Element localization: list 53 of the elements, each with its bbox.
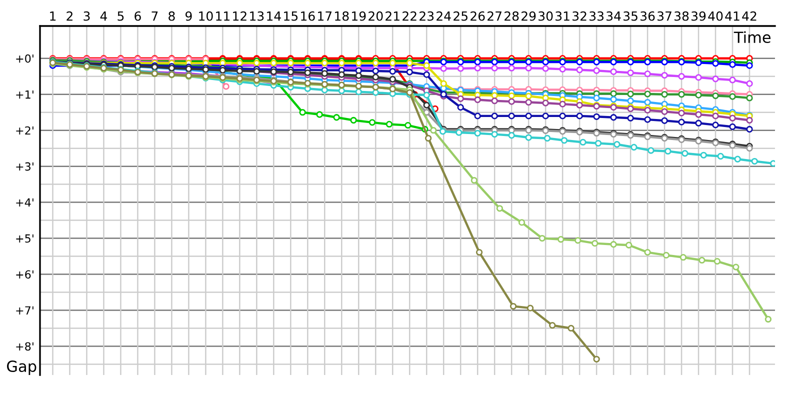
x-tick-label: 12 bbox=[233, 11, 246, 21]
x-tick-label: 18 bbox=[335, 11, 349, 21]
x-tick-label: 16 bbox=[301, 11, 315, 21]
x-tick-label: 36 bbox=[640, 11, 655, 21]
x-tick-label: 41 bbox=[725, 12, 740, 21]
x-tick-label: 14 bbox=[267, 12, 281, 21]
x-tick-label: 7 bbox=[152, 12, 158, 21]
x-tick-label: 33 bbox=[590, 11, 604, 21]
x-tick-label: 17 bbox=[318, 12, 332, 21]
x-tick-label: 8 bbox=[168, 11, 175, 21]
x-tick-label: 35 bbox=[624, 11, 638, 21]
x-tick-label: 13 bbox=[250, 11, 264, 21]
x-tick-label: 27 bbox=[488, 11, 502, 21]
x-tick-label: 40 bbox=[708, 11, 723, 21]
x-tick-label: 28 bbox=[504, 11, 519, 21]
x-tick-label: 24 bbox=[436, 11, 451, 21]
y-axis-title: Gap bbox=[7, 360, 36, 375]
y-tick-label: +1' bbox=[16, 90, 34, 99]
y-tick-label: +4' bbox=[16, 198, 34, 207]
x-tick-label: 38 bbox=[674, 11, 689, 21]
x-tick-label: 39 bbox=[692, 11, 706, 21]
y-tick-label: +8' bbox=[16, 342, 34, 351]
x-tick-label: 5 bbox=[118, 12, 124, 21]
y-tick-label: +3' bbox=[16, 162, 34, 171]
x-tick-label: 37 bbox=[658, 11, 672, 21]
x-tick-label: 1 bbox=[50, 12, 56, 21]
x-tick-label: 4 bbox=[100, 12, 108, 21]
x-tick-label: 21 bbox=[386, 11, 400, 21]
x-tick-label: 34 bbox=[606, 11, 621, 21]
x-tick-label: 23 bbox=[420, 11, 434, 21]
y-tick-label: +5' bbox=[16, 234, 34, 243]
x-tick-label: 25 bbox=[454, 11, 468, 21]
y-tick-label: +6' bbox=[16, 270, 34, 279]
x-tick-label: 6 bbox=[134, 11, 141, 21]
x-tick-label: 15 bbox=[284, 12, 298, 21]
y-tick-label: +7' bbox=[16, 306, 34, 314]
x-tick-label: 26 bbox=[470, 11, 485, 21]
x-axis-title: Time bbox=[734, 31, 771, 44]
x-tick-label: 30 bbox=[538, 11, 553, 21]
y-tick-label: +0' bbox=[16, 54, 34, 63]
x-tick-label: 19 bbox=[352, 11, 366, 21]
x-tick-label: 31 bbox=[556, 11, 570, 21]
y-tick-label: +2' bbox=[16, 126, 34, 135]
x-tick-label: 29 bbox=[522, 11, 536, 21]
x-tick-label: 42 bbox=[742, 11, 756, 21]
x-tick-label: 3 bbox=[84, 11, 90, 21]
x-tick-label: 11 bbox=[216, 12, 230, 21]
x-tick-label: 10 bbox=[199, 11, 213, 21]
x-tick-label: 32 bbox=[572, 11, 586, 21]
x-tick-label: 9 bbox=[186, 11, 192, 21]
x-tick-label: 2 bbox=[66, 11, 72, 21]
x-tick-label: 20 bbox=[368, 11, 383, 21]
x-tick-label: 22 bbox=[402, 11, 416, 21]
